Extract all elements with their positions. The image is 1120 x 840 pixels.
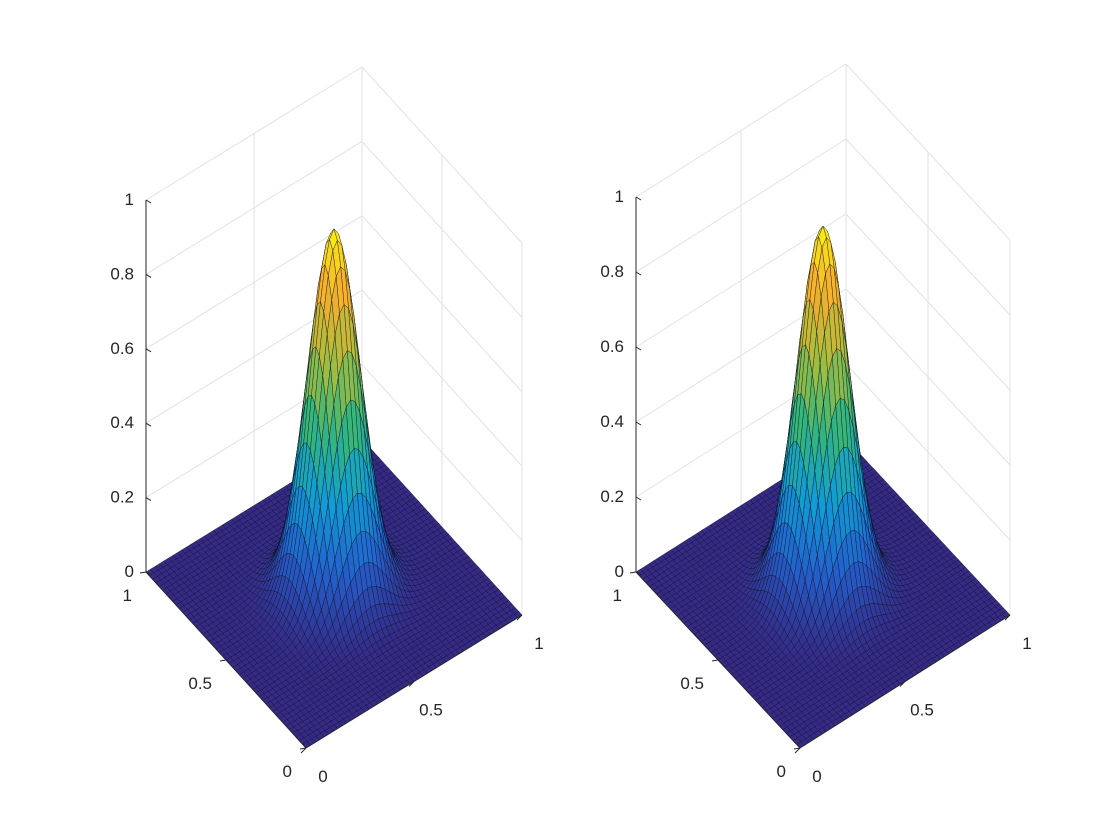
tick-mark: [145, 422, 152, 427]
tick-mark: [635, 421, 642, 426]
z-tick-label: 0.8: [110, 264, 134, 283]
z-tick-label: 0.6: [600, 337, 624, 356]
z-tick-label: 0.6: [110, 339, 134, 358]
tick-mark: [145, 273, 152, 278]
z-tick-label: 0.4: [110, 413, 134, 432]
y-tick-label: 1: [123, 586, 132, 605]
tick-mark: [145, 497, 152, 502]
z-tick-label: 0.8: [600, 262, 624, 281]
surface-plot-left: 0 0.5 1 0 0.5 1 0 0.2 0.4 0.6 0.8 1: [110, 66, 544, 786]
z-tick-label: 0: [615, 562, 624, 581]
y-tick-label: 0.5: [188, 674, 212, 693]
z-tick-label: 0.2: [110, 488, 134, 507]
x-tick-label: 0.5: [910, 701, 934, 720]
x-tick-label: 0: [318, 767, 327, 786]
surface-mesh: [635, 225, 1011, 749]
z-tick-label: 0: [125, 562, 134, 581]
y-tick-label: 0: [777, 762, 786, 781]
tick-mark: [635, 496, 642, 501]
y-tick-label: 1: [613, 586, 622, 605]
surface-mesh: [145, 228, 523, 749]
tick-mark: [635, 346, 642, 351]
y-tick-label: 0: [283, 762, 292, 781]
tick-mark: [711, 659, 719, 662]
z-tick-label: 0.4: [600, 412, 624, 431]
tick-mark: [145, 348, 152, 353]
x-tick-label: 0.5: [419, 701, 443, 720]
tick-mark: [629, 571, 637, 574]
z-tick-label: 0.2: [600, 487, 624, 506]
tick-mark: [219, 659, 227, 662]
y-tick-label: 0.5: [680, 674, 704, 693]
tick-mark: [635, 196, 642, 201]
x-tick-label: 1: [534, 634, 543, 653]
z-tick-label: 1: [125, 190, 134, 209]
tick-mark: [139, 571, 147, 574]
z-tick-label: 1: [615, 187, 624, 206]
tick-mark: [145, 199, 152, 204]
surface-plot-right: 0 0.5 1 0 0.5 1 0 0.2 0.4 0.6 0.8 1: [600, 63, 1032, 786]
x-tick-label: 1: [1022, 634, 1031, 653]
x-tick-label: 0: [812, 767, 821, 786]
tick-mark: [635, 271, 642, 276]
